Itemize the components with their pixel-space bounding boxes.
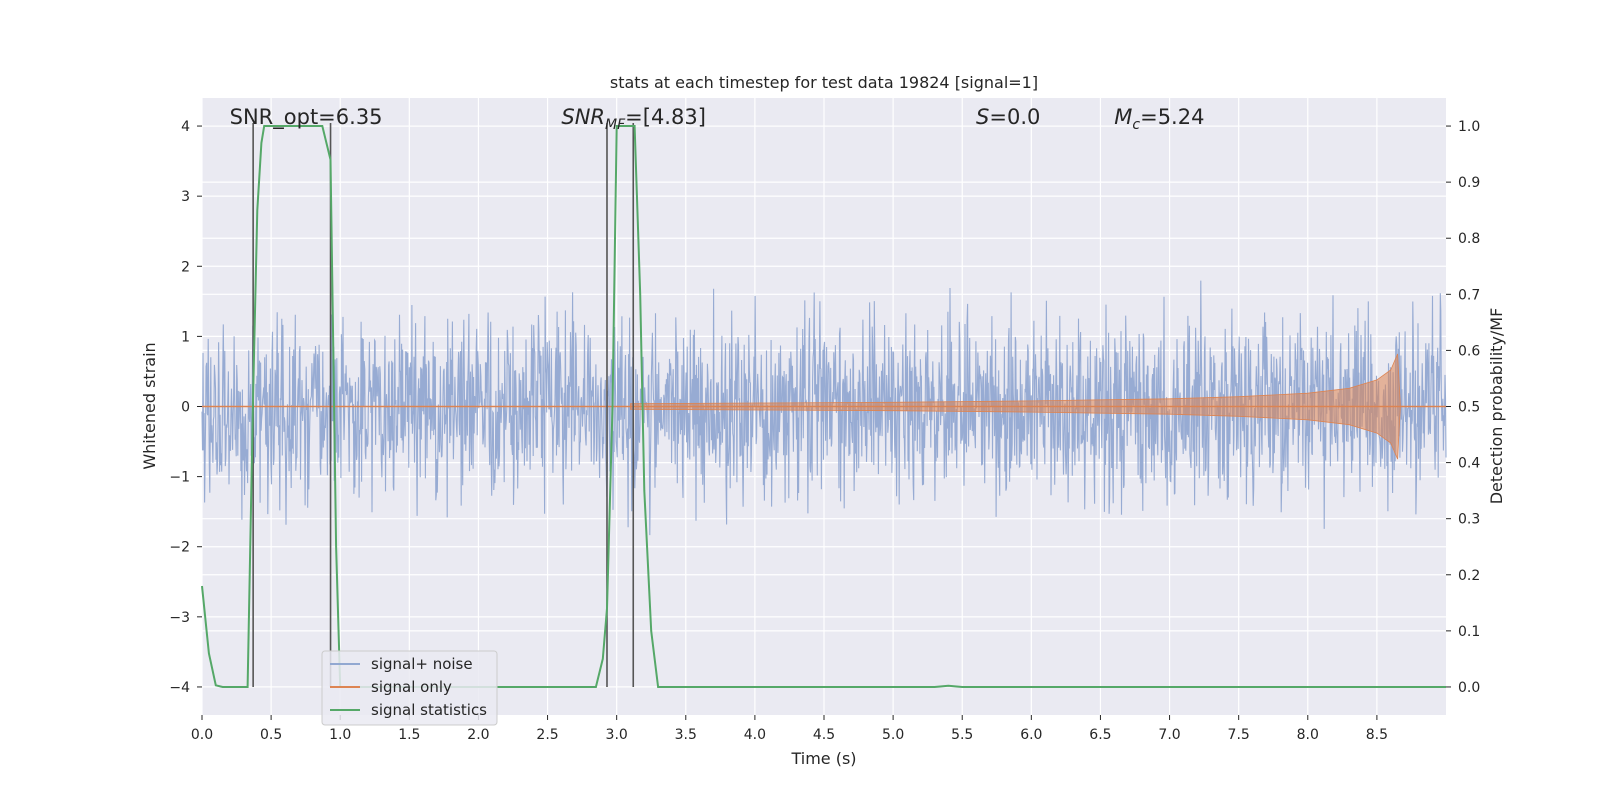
y-left-tick-label: 4 [181, 119, 190, 135]
legend: signal+ noise signal only signal statist… [321, 650, 498, 726]
signal-statistics-line [201, 125, 1446, 688]
x-tick-label: 5.5 [951, 727, 973, 743]
y-left-tick-label: 2 [181, 259, 190, 275]
y-left-tick-label: 3 [181, 189, 190, 205]
x-tick-label: 1.5 [398, 727, 420, 743]
x-tick-label: 3.5 [675, 727, 697, 743]
legend-box [321, 650, 498, 726]
y-right-tick-label: 0.2 [1458, 568, 1480, 584]
signal-noise-series [201, 280, 1447, 536]
annotation-main: M [1114, 105, 1132, 129]
annotation-subscript: MF [605, 117, 626, 133]
signal-noise-line [201, 280, 1447, 536]
y-right-tick-label: 0.1 [1458, 624, 1480, 640]
annotation-main: SNR [561, 105, 605, 129]
x-tick-label: 7.5 [1228, 727, 1250, 743]
x-axis-label: Time (s) [790, 749, 856, 768]
legend-label-stats: signal statistics [371, 701, 487, 719]
x-tick-label: 1.0 [329, 727, 351, 743]
signal-only-series [202, 353, 1446, 460]
y-right-tick-label: 0.4 [1458, 456, 1480, 472]
x-tick-label: 5.0 [882, 727, 904, 743]
x-tick-label: 0.0 [191, 727, 213, 743]
annotation-text: SNR_opt=6.35 [230, 105, 383, 130]
y-right-tick-label: 0.8 [1458, 231, 1480, 247]
annotations: SNR_opt=6.35 SNRMF=[4.83] S=0.0 Mc=5.24 [230, 105, 1205, 133]
x-tick-label: 6.0 [1020, 727, 1042, 743]
x-tick-label: 2.0 [467, 727, 489, 743]
signal-statistics-series [201, 125, 1446, 688]
legend-label-noise: signal+ noise [371, 655, 473, 673]
x-tick-label: 8.5 [1366, 727, 1388, 743]
y-left-tick-label: −3 [169, 610, 190, 626]
x-tick-label: 4.0 [744, 727, 766, 743]
x-tick-label: 7.0 [1158, 727, 1180, 743]
annotation-subscript: c [1132, 117, 1140, 133]
x-tick-label: 2.5 [536, 727, 558, 743]
x-tick-label: 4.5 [813, 727, 835, 743]
x-tick-label: 6.5 [1089, 727, 1111, 743]
annotation-text: S=0.0 [976, 105, 1040, 129]
axes: 0.0 0.5 1.0 1.5 2.0 2.5 3.0 3.5 4.0 4.5 5.0 5.5 6.0 6… [169, 119, 1480, 743]
annotation-value: =[4.83] [625, 105, 706, 129]
x-tick-label: 0.5 [260, 727, 282, 743]
annotation-main: S [976, 105, 989, 129]
y-left-tick-label: −1 [169, 470, 190, 486]
y-left-tick-label: 0 [181, 400, 190, 416]
y-left-tick-label: −4 [169, 680, 190, 696]
y-left-tick-label: −2 [169, 540, 190, 556]
annotation-value: =5.24 [1140, 105, 1204, 129]
y-right-tick-label: 0.6 [1458, 343, 1480, 359]
y-axis-label-right: Detection probability/MF [1487, 308, 1506, 505]
annotation-main: SNR_opt=6.35 [230, 105, 383, 130]
y-right-tick-label: 0.5 [1458, 400, 1480, 416]
x-tick-label: 8.0 [1297, 727, 1319, 743]
annotation-value: =0.0 [989, 105, 1040, 129]
legend-label-signal: signal only [371, 678, 452, 696]
y-axis-label-left: Whitened strain [140, 342, 159, 469]
y-left-tick-label: 1 [181, 329, 190, 345]
y-right-tick-label: 0.7 [1458, 287, 1480, 303]
annotation-text: SNRMF=[4.83] [561, 105, 706, 133]
y-right-tick-label: 0.9 [1458, 175, 1480, 191]
chart-title: stats at each timestep for test data 198… [610, 73, 1038, 92]
y-right-tick-label: 0.0 [1458, 680, 1480, 696]
x-tick-label: 3.0 [606, 727, 628, 743]
y-right-tick-label: 0.3 [1458, 512, 1480, 528]
annotation-text: Mc=5.24 [1114, 105, 1204, 133]
y-right-tick-label: 1.0 [1458, 119, 1480, 135]
